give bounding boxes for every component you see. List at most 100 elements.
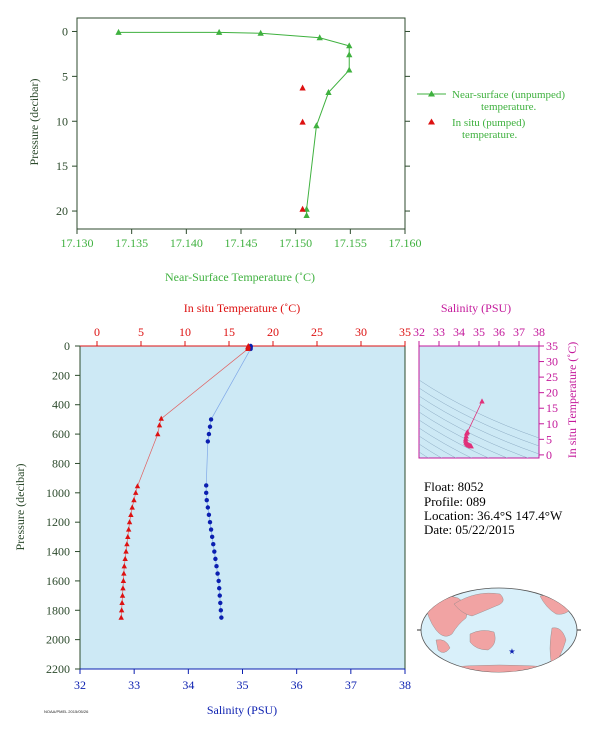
salinity-point bbox=[206, 431, 212, 437]
pressure-axis-ticks: 0 200 400 600 800 1000 1200 1400 1600 1800 2000 220… bbox=[46, 339, 80, 676]
ts-density-contour bbox=[419, 435, 457, 458]
date-label: Date: bbox=[424, 522, 453, 537]
temperature-point bbox=[128, 511, 134, 517]
profile-info: Profile: 089 bbox=[424, 494, 486, 510]
legend-pumped-label-2: temperature. bbox=[462, 129, 518, 141]
salinity-point bbox=[208, 527, 214, 532]
unpumped-temperature-point bbox=[115, 28, 122, 35]
ts-salinity-tick-label: 36 bbox=[493, 325, 505, 339]
legend-pumped-marker bbox=[428, 118, 435, 125]
ts-series-layer bbox=[462, 398, 485, 449]
salinity-point bbox=[205, 505, 211, 510]
salinity-point bbox=[218, 608, 224, 613]
temperature-point bbox=[125, 533, 131, 539]
legend-pumped-label-1: In situ (pumped) bbox=[452, 117, 526, 129]
top-plot-frame bbox=[76, 17, 406, 230]
salinity-point bbox=[213, 556, 218, 562]
ts-salinity-tick-label: 32 bbox=[413, 325, 425, 339]
unpumped-temperature-point bbox=[303, 205, 310, 212]
location-value: 36.4°S 147.4°W bbox=[477, 508, 563, 523]
location-info: Location: 36.4°S 147.4°W bbox=[424, 508, 562, 524]
temperature-point bbox=[118, 607, 125, 613]
temperature-point bbox=[121, 563, 127, 569]
ts-density-contour bbox=[419, 427, 473, 458]
ts-density-contour bbox=[419, 387, 539, 447]
temperature-point bbox=[155, 431, 161, 437]
ts-temperature-tick-label: 30 bbox=[546, 355, 558, 369]
ts-temperature-axis-label: In situ Temperature (˚C) bbox=[565, 342, 579, 459]
ts-salinity-tick-label: 35 bbox=[473, 325, 485, 339]
temperature-point bbox=[133, 489, 139, 495]
salinity-tick-label: 34 bbox=[182, 678, 194, 692]
pressure-tick-label: 1400 bbox=[46, 545, 70, 559]
ts-salinity-tick-label: 37 bbox=[513, 325, 525, 339]
temperature-point bbox=[245, 345, 251, 352]
temperature-point bbox=[123, 548, 129, 554]
ts-point bbox=[463, 430, 470, 436]
ts-point bbox=[463, 433, 469, 439]
pressure-tick-label: 800 bbox=[52, 456, 70, 470]
ts-density-contour bbox=[419, 403, 529, 458]
salinity-point bbox=[208, 417, 214, 422]
temperature-point bbox=[119, 592, 126, 598]
profile-label: Profile: bbox=[424, 494, 463, 509]
salinity-point bbox=[204, 497, 209, 503]
top-legend: Near-surface (unpumped) temperature. In … bbox=[417, 89, 565, 141]
top-y-tick-label: 15 bbox=[56, 159, 68, 173]
salinity-point bbox=[204, 483, 209, 488]
salinity-point bbox=[218, 600, 223, 606]
temperature-tick-label: 35 bbox=[399, 325, 411, 339]
location-label: Location: bbox=[424, 508, 474, 523]
ts-plot-area bbox=[418, 345, 540, 459]
temperature-tick-label: 25 bbox=[311, 325, 323, 339]
unpumped-temperature-point bbox=[257, 29, 264, 36]
top-y-tick-label: 10 bbox=[56, 114, 68, 128]
unpumped-temperature-point bbox=[346, 42, 353, 49]
ts-density-contours bbox=[419, 379, 539, 590]
salinity-tick-label: 37 bbox=[345, 678, 357, 692]
main-pressure-axis-label: Pressure (decibar) bbox=[13, 464, 27, 551]
temperature-salinity-profile-chart: 0 5 10 15 20 25 30 35 32 33 34 35 36 37 38 0 200 400 600… bbox=[13, 301, 411, 717]
temperature-point bbox=[120, 577, 127, 584]
pumped-temperature-point bbox=[299, 84, 306, 91]
pressure-tick-label: 400 bbox=[52, 398, 70, 412]
ts-temperature-tick-label: 20 bbox=[546, 386, 558, 400]
salinity-tick-label: 35 bbox=[237, 678, 249, 692]
temperature-point bbox=[156, 422, 163, 428]
ts-density-contour bbox=[419, 411, 508, 458]
legend-unpumped-label-1: Near-surface (unpumped) bbox=[452, 89, 565, 101]
pressure-tick-label: 0 bbox=[64, 339, 70, 353]
ts-salinity-axis-label: Salinity (PSU) bbox=[441, 301, 511, 315]
temperature-point bbox=[134, 483, 141, 489]
near-surface-temperature-chart: 17.130 17.135 17.140 17.145 17.150 17.155 17.1… bbox=[27, 17, 565, 284]
float-info: Float: 8052 bbox=[424, 479, 484, 495]
ts-density-contour bbox=[419, 532, 539, 590]
ts-salinity-tick-label: 38 bbox=[533, 325, 545, 339]
pressure-tick-label: 2000 bbox=[46, 633, 70, 647]
location-map: ★ bbox=[417, 587, 581, 673]
temperature-tick-label: 15 bbox=[223, 325, 235, 339]
top-x-tick-label: 17.145 bbox=[225, 236, 258, 250]
ts-temperature-tick-label: 0 bbox=[546, 448, 552, 462]
temperature-point bbox=[118, 614, 124, 620]
salinity-point bbox=[217, 586, 222, 591]
salinity-point bbox=[209, 534, 215, 540]
unpumped-temperature-point bbox=[303, 212, 310, 218]
temperature-point bbox=[131, 497, 137, 503]
top-x-tick-label: 17.150 bbox=[279, 236, 312, 250]
salinity-point bbox=[217, 593, 222, 598]
salinity-point bbox=[206, 512, 212, 518]
pressure-tick-label: 2200 bbox=[46, 662, 70, 676]
top-x-tick-label: 17.135 bbox=[115, 236, 148, 250]
temperature-axis-ticks: 0 5 10 15 20 25 30 35 bbox=[94, 325, 411, 346]
unpumped-temperature-point bbox=[316, 34, 323, 41]
pressure-tick-label: 200 bbox=[52, 368, 70, 382]
unpumped-temperature-point bbox=[313, 122, 320, 129]
top-y-axis-label: Pressure (decibar) bbox=[27, 79, 41, 166]
top-y-tick-label: 20 bbox=[56, 204, 68, 218]
unpumped-temperature-point bbox=[346, 66, 353, 73]
pumped-temperature-point bbox=[299, 205, 306, 212]
ts-temperature-tick-label: 15 bbox=[546, 401, 558, 415]
